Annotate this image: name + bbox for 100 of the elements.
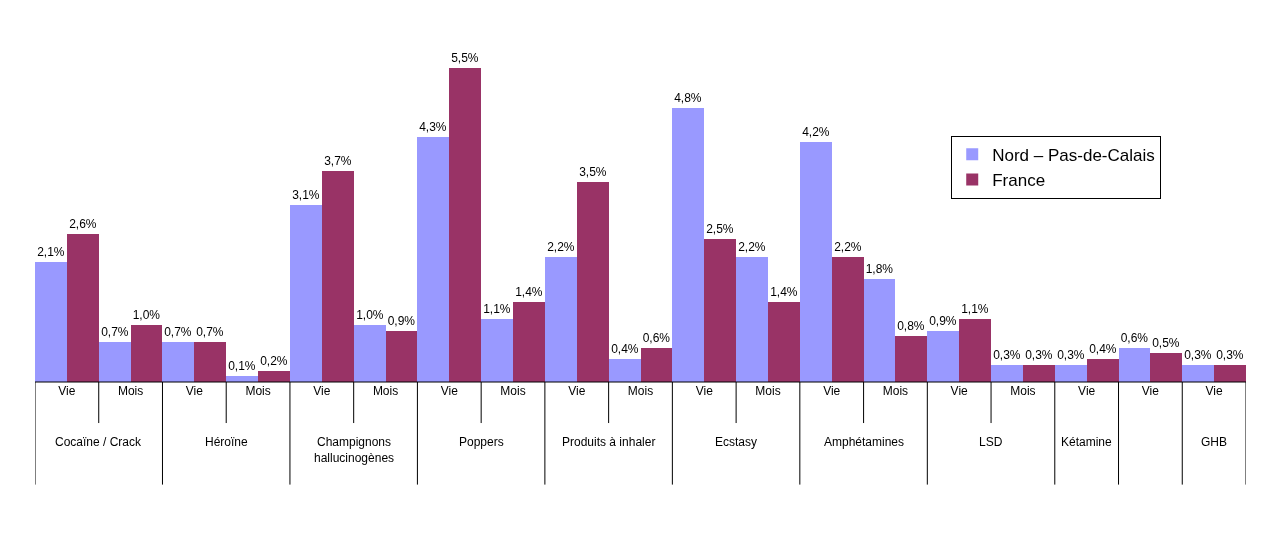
data-label: 0,7% (101, 325, 129, 339)
text: Champignons hallucinogènes (314, 435, 395, 465)
x-tick-label: Vie (823, 384, 841, 398)
bar (768, 302, 800, 382)
x-tick-label: Mois (117, 384, 144, 398)
bar (481, 319, 513, 382)
bar (959, 319, 991, 382)
data-label: 0,3% (1025, 348, 1053, 362)
bar (1087, 359, 1119, 382)
x-tick-label: Vie (58, 384, 76, 398)
data-label: 1,0% (356, 308, 384, 322)
x-tick-label: Vie (185, 384, 204, 398)
x-tick-label: Vie (1078, 384, 1096, 398)
bar (513, 302, 545, 382)
data-label: 0,3% (1184, 348, 1212, 362)
bar (162, 342, 194, 382)
bar (258, 371, 290, 382)
x-tick-label: Mois (500, 384, 526, 398)
data-label: 0,2% (260, 354, 288, 368)
data-label: 1,0% (132, 308, 161, 322)
bar (895, 336, 927, 382)
legend-label: France (992, 171, 1046, 191)
bar (1214, 365, 1246, 382)
bar (386, 331, 417, 382)
data-label: 0,6% (1120, 331, 1149, 345)
text: Amphétamines (824, 435, 905, 449)
bar (609, 359, 641, 382)
data-label: 1,4% (770, 285, 798, 299)
bar (991, 365, 1023, 382)
bar (35, 262, 67, 382)
data-label: 0,7% (164, 325, 192, 339)
data-label: 1,1% (483, 302, 511, 316)
data-label: 1,4% (515, 285, 543, 299)
data-label: 0,9% (929, 314, 957, 328)
data-label: 3,5% (579, 165, 607, 179)
text: Cocaïne / Crack (55, 435, 143, 449)
bar (672, 108, 704, 382)
bar (354, 325, 386, 382)
bar (641, 348, 672, 382)
data-label: 0,4% (1089, 342, 1117, 356)
data-label: 2,2% (738, 240, 766, 254)
data-label: 0,6% (642, 331, 671, 345)
data-label: 4,2% (802, 125, 830, 139)
data-label: 0,9% (387, 314, 416, 328)
data-label: 0,3% (993, 348, 1021, 362)
data-label: 5,5% (451, 51, 479, 65)
bar (1182, 365, 1214, 382)
data-label: 3,1% (292, 188, 320, 202)
bar (1150, 353, 1182, 382)
text: Héroïne (205, 435, 249, 449)
data-label: 3,7% (324, 154, 352, 168)
bar (131, 325, 162, 382)
x-tick-label: Vie (313, 384, 331, 398)
x-tick-label: Mois (755, 384, 781, 398)
bar (577, 182, 609, 382)
data-label: 2,2% (547, 240, 575, 254)
data-label: 4,3% (419, 120, 447, 134)
x-tick-label: Mois (882, 384, 909, 398)
data-label: 2,5% (706, 222, 734, 236)
bar (67, 234, 99, 382)
data-label: 2,6% (69, 217, 97, 231)
bar (194, 342, 226, 382)
data-label: 0,5% (1152, 336, 1180, 350)
data-label: 0,4% (611, 342, 639, 356)
bar (417, 137, 449, 382)
bar (864, 279, 895, 382)
text: Ecstasy (715, 435, 758, 449)
x-tick-label: Vie (950, 384, 969, 398)
x-tick-label: Mois (627, 384, 654, 398)
x-tick-label: Vie (568, 384, 586, 398)
data-label: 2,2% (834, 240, 862, 254)
text: Kétamine (1061, 435, 1113, 449)
data-label: 1,1% (961, 302, 989, 316)
data-label: 0,3% (1216, 348, 1244, 362)
bar (1119, 348, 1150, 382)
data-label: 0,1% (228, 359, 256, 373)
x-tick-label: Mois (245, 384, 271, 398)
text: Produits à inhaler (562, 435, 656, 449)
bar (322, 171, 354, 382)
bar (1055, 365, 1087, 382)
x-tick-label: Vie (440, 384, 459, 398)
x-tick-label: Vie (695, 384, 714, 398)
bar (1023, 365, 1055, 382)
text: LSD (979, 435, 1003, 449)
legend-label: Nord – Pas-de-Calais (992, 145, 1155, 165)
bar (927, 331, 959, 382)
bar (290, 205, 322, 382)
text: GHB (1201, 435, 1228, 449)
x-tick-label: Vie (1141, 384, 1160, 398)
data-label: 0,7% (196, 325, 224, 339)
data-label: 0,3% (1057, 348, 1085, 362)
data-label: 4,8% (674, 91, 702, 105)
x-tick-label: Mois (1010, 384, 1036, 398)
x-tick-label: Vie (1205, 384, 1224, 398)
bar (99, 342, 131, 382)
x-tick-label: Mois (372, 384, 399, 398)
bar (704, 239, 736, 382)
data-label: 1,8% (865, 262, 894, 276)
data-label: 0,8% (897, 319, 925, 333)
bar (832, 257, 864, 382)
